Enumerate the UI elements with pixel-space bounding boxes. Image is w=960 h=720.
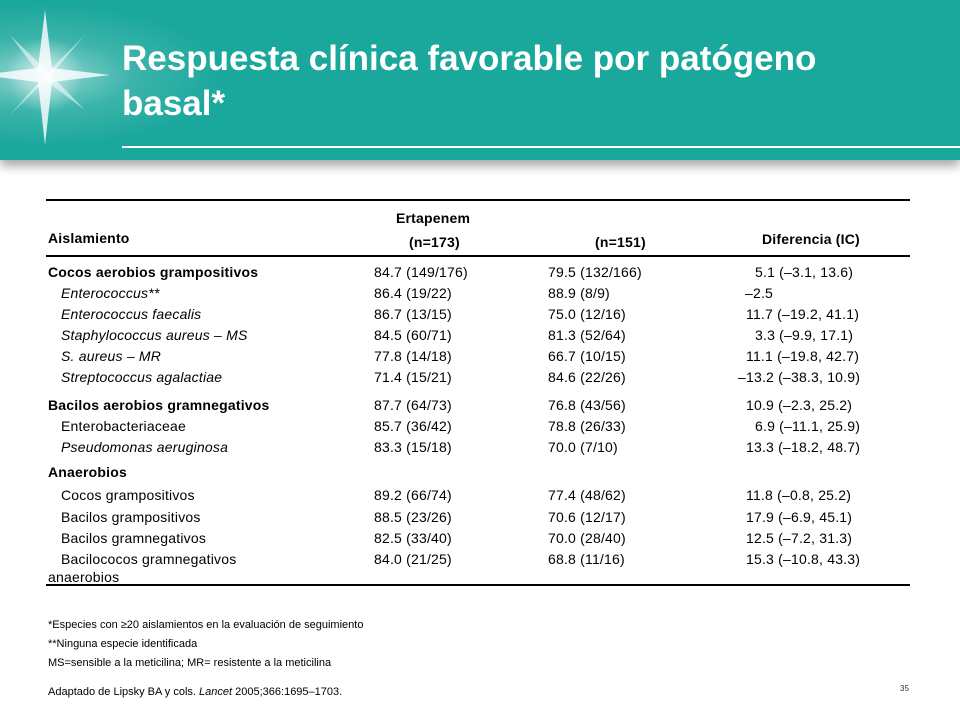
row-diferencia: 17.9 (–6.9, 45.1) xyxy=(746,509,853,525)
footnote-1: *Especies con ≥20 aislamientos en la eva… xyxy=(48,619,364,631)
row-label: Bacilos gramnegativos xyxy=(61,530,207,546)
row-diferencia: 6.9 (–11.1, 25.9) xyxy=(755,418,861,434)
table-top-rule xyxy=(46,199,910,201)
row-ertapenem: 86.4 (19/22) xyxy=(374,285,452,301)
row-label: Bacilos grampositivos xyxy=(61,509,201,525)
col-header-pip-n: (n=151) xyxy=(595,234,646,250)
row-label: Cocos aerobios grampositivos xyxy=(48,264,259,280)
source-journal: Lancet xyxy=(199,686,233,698)
sparkle-star-icon xyxy=(0,10,110,145)
row-label: Anaerobios xyxy=(48,464,128,480)
row-diferencia: 13.3 (–18.2, 48.7) xyxy=(746,439,861,455)
row-label: Enterococcus faecalis xyxy=(61,306,202,322)
row-diferencia: 11.7 (–19.2, 41.1) xyxy=(746,306,860,322)
row-piperacilina: 70.0 (7/10) xyxy=(548,439,618,455)
row-diferencia: 11.8 (–0.8, 25.2) xyxy=(746,487,852,503)
row-label-continuation: anaerobios xyxy=(48,569,120,585)
page-title: Respuesta clínica favorable por patógeno… xyxy=(122,36,922,126)
row-label: Staphylococcus aureus – MS xyxy=(61,327,248,343)
row-piperacilina: 70.0 (28/40) xyxy=(548,530,626,546)
row-piperacilina: 76.8 (43/56) xyxy=(548,397,626,413)
table-header-rule xyxy=(46,255,910,257)
row-ertapenem: 84.0 (21/25) xyxy=(374,551,452,567)
row-piperacilina: 77.4 (48/62) xyxy=(548,487,626,503)
header-banner: Respuesta clínica favorable por patógeno… xyxy=(0,0,960,160)
row-diferencia: 10.9 (–2.3, 25.2) xyxy=(746,397,853,413)
row-label: Enterococcus** xyxy=(61,285,160,301)
row-label: Cocos grampositivos xyxy=(61,487,195,503)
row-diferencia: 15.3 (–10.8, 43.3) xyxy=(746,551,861,567)
row-ertapenem: 85.7 (36/42) xyxy=(374,418,452,434)
row-label: Bacilos aerobios gramnegativos xyxy=(48,397,270,413)
title-line-1: Respuesta clínica favorable por patógeno xyxy=(122,39,817,78)
col-header-pip-name: Piperacilina-Tazobactam xyxy=(528,210,696,226)
table-bottom-rule xyxy=(46,584,910,586)
row-ertapenem: 84.7 (149/176) xyxy=(374,264,468,280)
row-ertapenem: 88.5 (23/26) xyxy=(374,509,452,525)
row-diferencia: –13.2 (–38.3, 10.9) xyxy=(738,369,861,385)
row-diferencia: 12.5 (–7.2, 31.3) xyxy=(746,530,853,546)
row-ertapenem: 83.3 (15/18) xyxy=(374,439,452,455)
row-label: Pseudomonas aeruginosa xyxy=(61,439,229,455)
row-label: S. aureus – MR xyxy=(61,348,162,364)
row-ertapenem: 77.8 (14/18) xyxy=(374,348,452,364)
source-suffix: 2005;366:1695–1703. xyxy=(232,686,343,698)
col-header-ertapenem-name: Ertapenem xyxy=(396,210,471,226)
title-underline xyxy=(122,146,960,148)
row-ertapenem: 87.7 (64/73) xyxy=(374,397,452,413)
row-ertapenem: 86.7 (13/15) xyxy=(374,306,452,322)
footnote-2: **Ninguna especie identificada xyxy=(48,638,198,650)
row-diferencia: 5.1 (–3.1, 13.6) xyxy=(755,264,854,280)
row-piperacilina: 70.6 (12/17) xyxy=(548,509,626,525)
row-diferencia: 11.1 (–19.8, 42.7) xyxy=(746,348,860,364)
row-ertapenem: 82.5 (33/40) xyxy=(374,530,452,546)
row-piperacilina: 84.6 (22/26) xyxy=(548,369,626,385)
page-number: 35 xyxy=(900,684,909,693)
row-piperacilina: 68.8 (11/16) xyxy=(548,551,625,567)
row-ertapenem: 84.5 (60/71) xyxy=(374,327,452,343)
col-header-isolate: Aislamiento xyxy=(48,230,130,246)
source-prefix: Adaptado de Lipsky BA y cols. xyxy=(48,686,200,698)
row-piperacilina: 66.7 (10/15) xyxy=(548,348,626,364)
row-ertapenem: 71.4 (15/21) xyxy=(374,369,452,385)
row-label: Enterobacteriaceae xyxy=(61,418,187,434)
row-piperacilina: 79.5 (132/166) xyxy=(548,264,642,280)
row-piperacilina: 78.8 (26/33) xyxy=(548,418,626,434)
row-piperacilina: 75.0 (12/16) xyxy=(548,306,626,322)
row-piperacilina: 81.3 (52/64) xyxy=(548,327,626,343)
row-label: Bacilococos gramnegativos xyxy=(61,551,237,567)
footnote-3: MS=sensible a la meticilina; MR= resiste… xyxy=(48,657,332,669)
row-diferencia: 3.3 (–9.9, 17.1) xyxy=(755,327,854,343)
row-label: Streptococcus agalactiae xyxy=(61,369,223,385)
row-diferencia: –2.5 xyxy=(745,285,774,301)
col-header-diferencia: Diferencia (IC) xyxy=(762,231,860,247)
col-header-ertapenem-n: (n=173) xyxy=(409,234,460,250)
row-piperacilina: 88.9 (8/9) xyxy=(548,285,610,301)
title-line-2: basal* xyxy=(122,84,226,123)
source-citation: Adaptado de Lipsky BA y cols. Lancet 200… xyxy=(48,685,342,699)
row-ertapenem: 89.2 (66/74) xyxy=(374,487,452,503)
